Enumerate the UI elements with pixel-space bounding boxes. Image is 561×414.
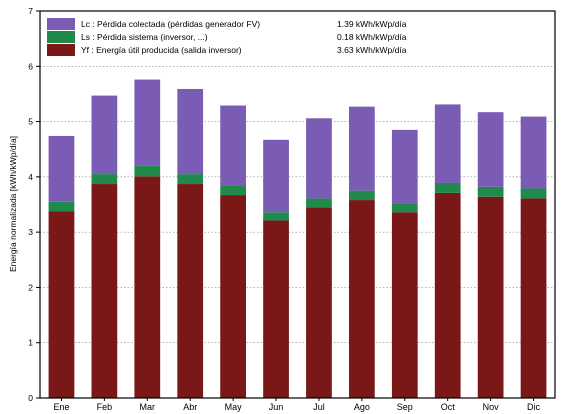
x-tick-label-5: Jun: [269, 402, 284, 412]
bar-oct-series-2: [434, 104, 461, 183]
legend-value-1: 0.18 kWh/kWp/día: [337, 32, 407, 42]
legend-swatch-0: [47, 18, 75, 30]
y-tick-label-4: 4: [28, 172, 33, 182]
bar-may-series-1: [220, 185, 246, 196]
x-tick-label-3: Abr: [183, 402, 197, 412]
bar-abr-series-1: [177, 174, 204, 185]
y-tick-label-0: 0: [28, 393, 33, 403]
plot-frame: [39, 10, 556, 399]
x-tick-label-2: Mar: [140, 402, 156, 412]
bar-mar-series-0: [134, 176, 161, 398]
x-tick-label-10: Nov: [483, 402, 500, 412]
y-axis: 0 1 2 3 4 5 6 7: [28, 6, 40, 403]
bar-mar-series-2: [134, 79, 161, 166]
legend-value-2: 3.63 kWh/kWp/día: [337, 45, 407, 55]
bar-jun-series-2: [263, 139, 289, 213]
bar-feb-series-1: [91, 174, 118, 185]
bar-jun-series-1: [263, 212, 289, 221]
bar-jun-series-0: [263, 220, 289, 398]
legend: Lc : Pérdida colectada (pérdidas generad…: [47, 18, 407, 56]
bar-abr-series-0: [177, 184, 204, 398]
bar-ago-series-1: [349, 190, 375, 201]
bar-sep-series-0: [391, 212, 418, 398]
y-axis-label: Energía normalizada [kWh/kWp/día]: [8, 136, 18, 272]
bar-may-series-0: [220, 195, 246, 398]
bar-may-series-2: [220, 105, 246, 186]
legend-value-0: 1.39 kWh/kWp/día: [337, 19, 407, 29]
legend-label-2: Yf : Energía útil producida (salida inve…: [81, 45, 242, 55]
x-tick-label-9: Oct: [441, 402, 456, 412]
y-tick-label-1: 1: [28, 338, 33, 348]
bar-oct-series-1: [434, 182, 461, 193]
bar-stacks: [48, 79, 547, 398]
bar-ene-series-0: [48, 211, 75, 398]
bar-jul-series-2: [306, 118, 332, 199]
bar-feb-series-0: [91, 184, 118, 398]
bar-nov-series-2: [477, 112, 504, 187]
bar-oct-series-0: [434, 192, 461, 398]
bar-sep-series-2: [391, 129, 418, 204]
legend-label-1: Ls : Pérdida sistema (inversor, ...): [81, 32, 208, 42]
y-tick-label-2: 2: [28, 282, 33, 292]
bar-ago-series-0: [349, 200, 375, 398]
bar-nov-series-1: [477, 186, 504, 197]
bar-nov-series-0: [477, 196, 504, 398]
x-tick-label-1: Feb: [97, 402, 113, 412]
y-tick-label-6: 6: [28, 61, 33, 71]
y-tick-label-5: 5: [28, 117, 33, 127]
bar-ene-series-2: [48, 135, 75, 202]
bar-ago-series-2: [349, 106, 375, 191]
bar-ene-series-1: [48, 201, 75, 212]
legend-label-0: Lc : Pérdida colectada (pérdidas generad…: [81, 19, 260, 29]
x-tick-label-11: Dic: [527, 402, 540, 412]
x-tick-label-8: Sep: [397, 402, 413, 412]
plot-area: [40, 11, 555, 398]
x-tick-label-6: Jul: [313, 402, 325, 412]
legend-swatch-1: [47, 31, 75, 43]
bar-jul-series-1: [306, 198, 332, 208]
legend-swatch-2: [47, 44, 75, 56]
bar-dic-series-2: [520, 116, 547, 189]
bar-abr-series-2: [177, 88, 204, 175]
bar-mar-series-1: [134, 165, 161, 177]
bar-sep-series-1: [391, 203, 418, 213]
bar-dic-series-0: [520, 198, 547, 398]
x-tick-label-7: Ago: [354, 402, 370, 412]
bar-dic-series-1: [520, 188, 547, 199]
bar-jul-series-0: [306, 207, 332, 398]
x-tick-label-4: May: [225, 402, 243, 412]
y-tick-label-7: 7: [28, 6, 33, 16]
bar-feb-series-2: [91, 95, 118, 175]
y-tick-label-3: 3: [28, 227, 33, 237]
x-axis: Ene Feb Mar Abr May Jun Jul Ago Sep Oct Nov Dic: [53, 398, 541, 412]
x-tick-label-0: Ene: [53, 402, 69, 412]
